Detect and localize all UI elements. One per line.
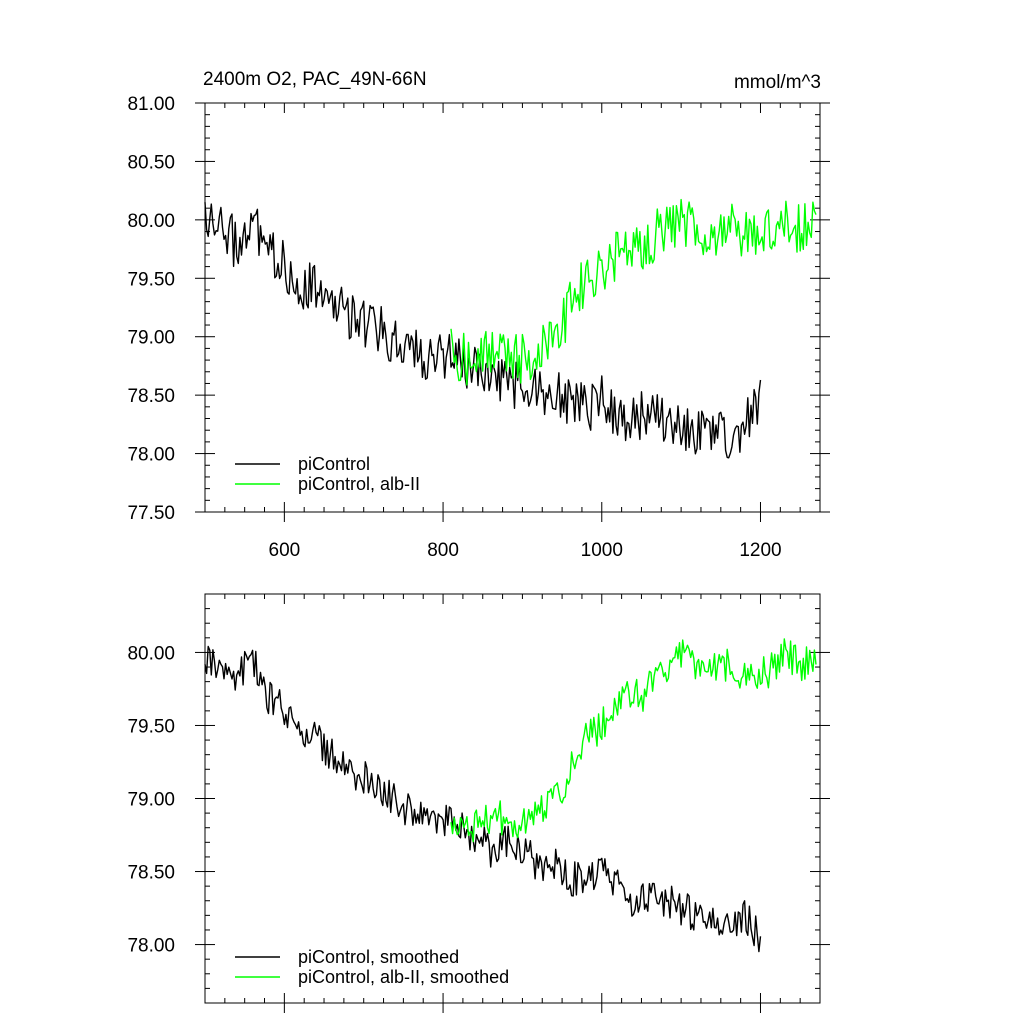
bottom-ticks: 78.00 78.50 79.00 79.50 80.00 bbox=[127, 593, 830, 1013]
bottom-series bbox=[204, 638, 817, 953]
y-tick-label: 79.00 bbox=[127, 328, 175, 349]
y-tick-label: 78.00 bbox=[127, 936, 175, 957]
y-tick-label: 78.50 bbox=[127, 863, 175, 884]
y-tick-label: 79.00 bbox=[127, 790, 175, 811]
legend-label: piControl, alb-II bbox=[298, 474, 420, 494]
y-tick-label: 80.00 bbox=[127, 643, 175, 664]
x-tick-label: 1000 bbox=[581, 540, 623, 561]
y-tick-label: 79.50 bbox=[127, 269, 175, 290]
top-panel: 2400m O2, PAC_49N-66N mmol/m^3 600 800 100… bbox=[127, 69, 830, 561]
top-ticks: 600 800 1000 1200 77.50 78.00 78.50 79.00 79.50 8… bbox=[127, 94, 830, 561]
series-line bbox=[204, 645, 762, 953]
y-tick-label: 80.50 bbox=[127, 152, 175, 173]
y-tick-label: 78.00 bbox=[127, 445, 175, 466]
y-tick-label: 78.50 bbox=[127, 386, 175, 407]
bottom-panel: 78.00 78.50 79.00 79.50 80.00 piControl, smo… bbox=[127, 593, 830, 1013]
legend-label: piControl bbox=[298, 454, 370, 474]
x-tick-label: 600 bbox=[269, 540, 301, 561]
y-tick-label: 79.50 bbox=[127, 716, 175, 737]
top-series bbox=[204, 198, 817, 459]
series-line bbox=[450, 638, 817, 843]
x-tick-label: 800 bbox=[427, 540, 459, 561]
legend-label: piControl, alb-II, smoothed bbox=[298, 967, 509, 987]
legend-label: piControl, smoothed bbox=[298, 947, 459, 967]
top-panel-units: mmol/m^3 bbox=[734, 72, 821, 93]
series-line bbox=[204, 202, 762, 459]
series-line bbox=[450, 198, 817, 386]
top-panel-title: 2400m O2, PAC_49N-66N bbox=[203, 69, 427, 90]
y-tick-label: 81.00 bbox=[127, 94, 175, 115]
top-plot-frame bbox=[204, 102, 821, 513]
x-tick-label: 1200 bbox=[739, 540, 781, 561]
y-tick-label: 77.50 bbox=[127, 503, 175, 524]
y-tick-label: 80.00 bbox=[127, 211, 175, 232]
